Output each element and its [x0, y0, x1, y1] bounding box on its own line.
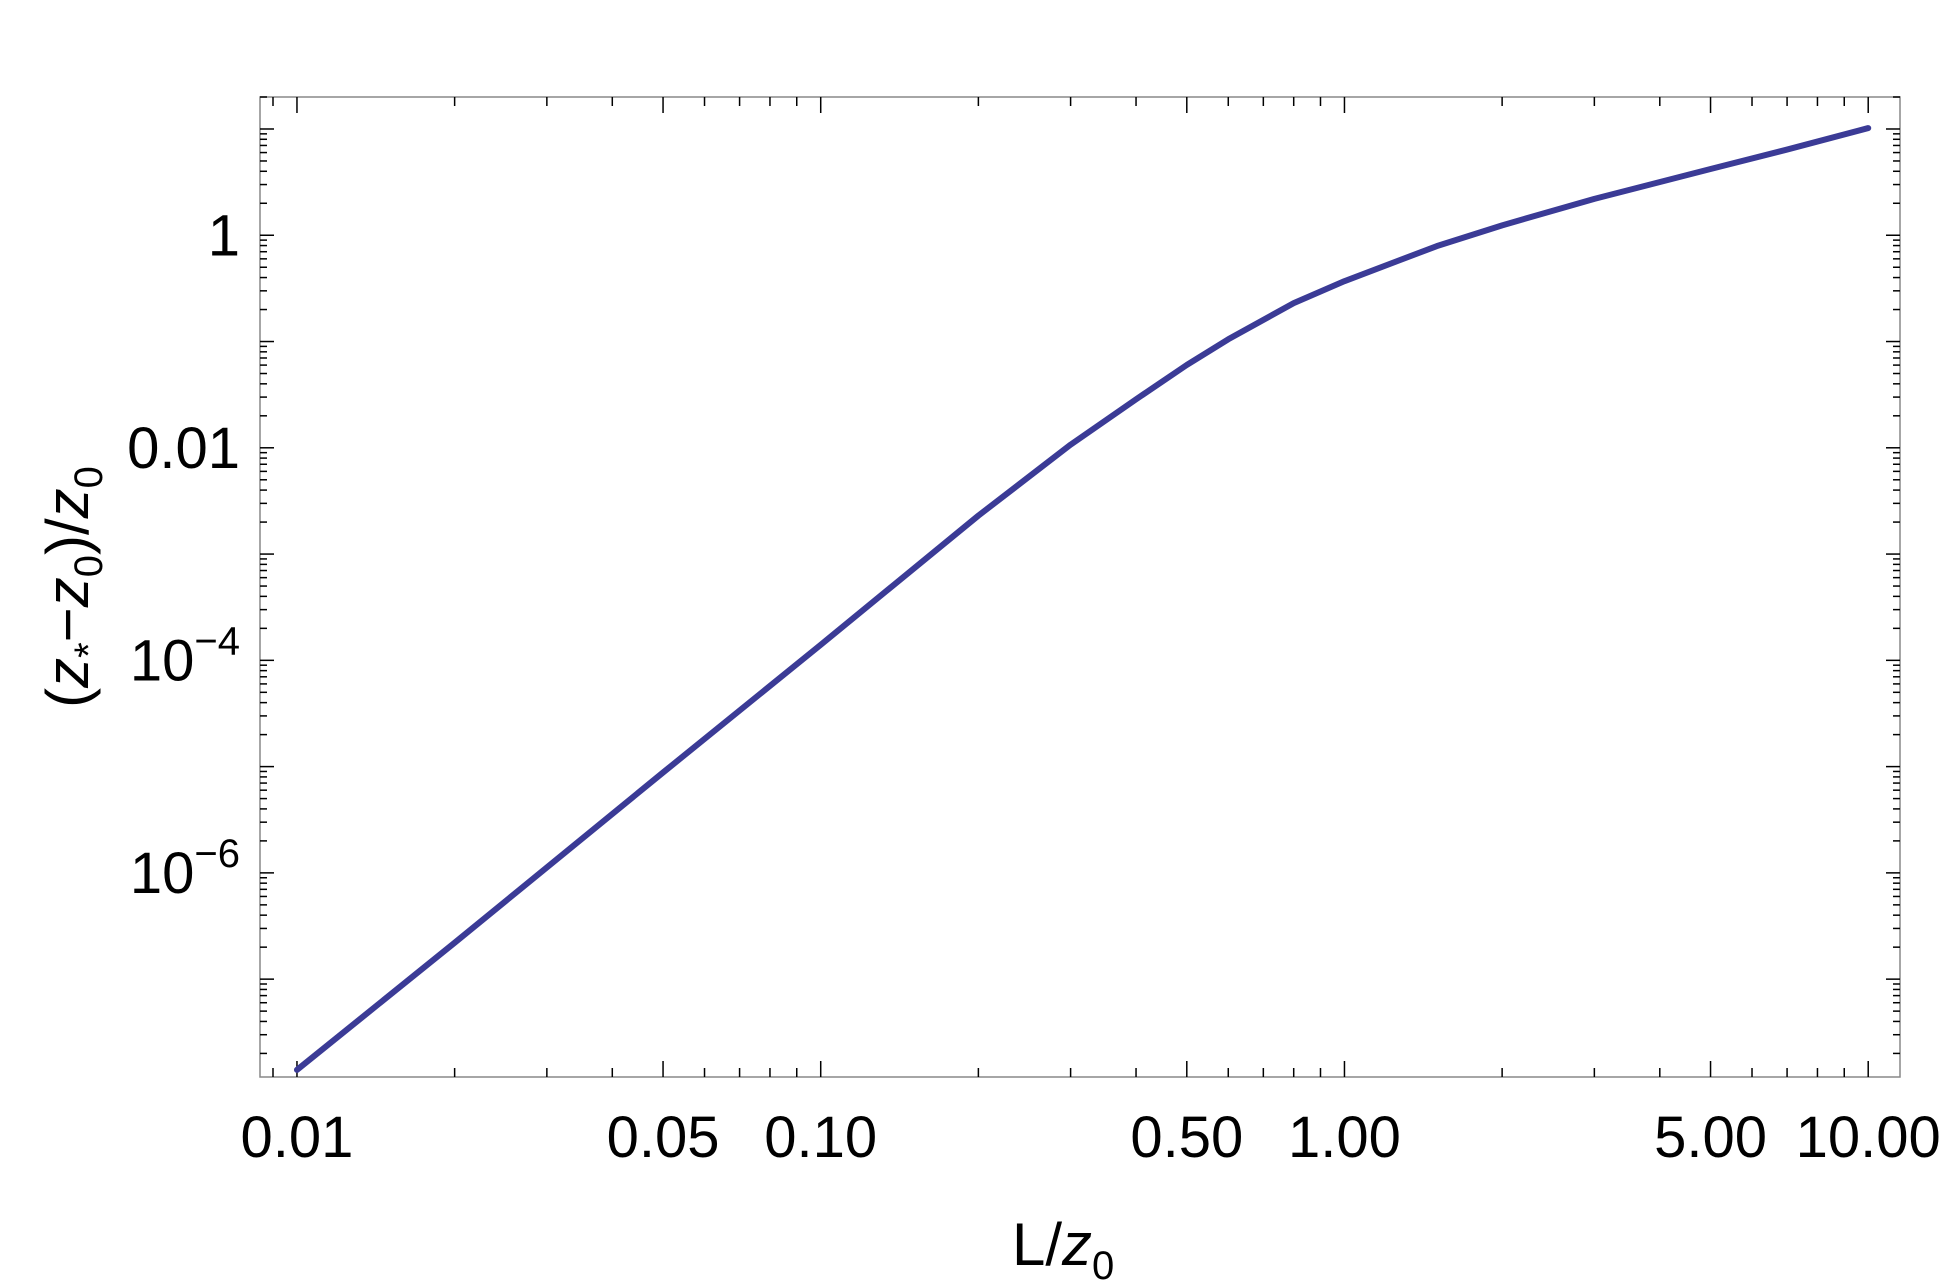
x-tick-label: 0.05: [607, 1105, 720, 1170]
x-axis-label-main: L/: [1012, 1211, 1062, 1278]
y-tick-label: 1: [208, 203, 240, 268]
plot-frame: [259, 96, 1901, 1078]
y-tick-label: 10−4: [130, 619, 240, 693]
x-axis-label-var: z: [1061, 1211, 1092, 1278]
y-axis-tick-labels: 1 0.01 10−4 10−6: [127, 203, 240, 906]
series-line: [293, 125, 1872, 1073]
x-tick-label: 5.00: [1654, 1105, 1767, 1170]
x-axis-label: L/z0: [1012, 1211, 1114, 1282]
x-axis-ticks: [272, 97, 1869, 1077]
x-tick-label: 0.01: [241, 1105, 354, 1170]
x-tick-label: 1.00: [1288, 1105, 1401, 1170]
x-tick-label: 0.50: [1130, 1105, 1243, 1170]
y-tick-label: 10−6: [130, 832, 240, 906]
x-axis-tick-labels: 0.01 0.05 0.10 0.50 1.00 5.00 10.00: [241, 1105, 1941, 1170]
x-axis-label-sub: 0: [1092, 1244, 1114, 1282]
y-axis-label: (z*−z0)/z0: [34, 466, 111, 708]
y-tick-label: 0.01: [127, 416, 240, 481]
y-axis-ticks: [260, 96, 1900, 1055]
x-tick-label: 10.00: [1796, 1105, 1941, 1170]
x-tick-label: 0.10: [764, 1105, 877, 1170]
